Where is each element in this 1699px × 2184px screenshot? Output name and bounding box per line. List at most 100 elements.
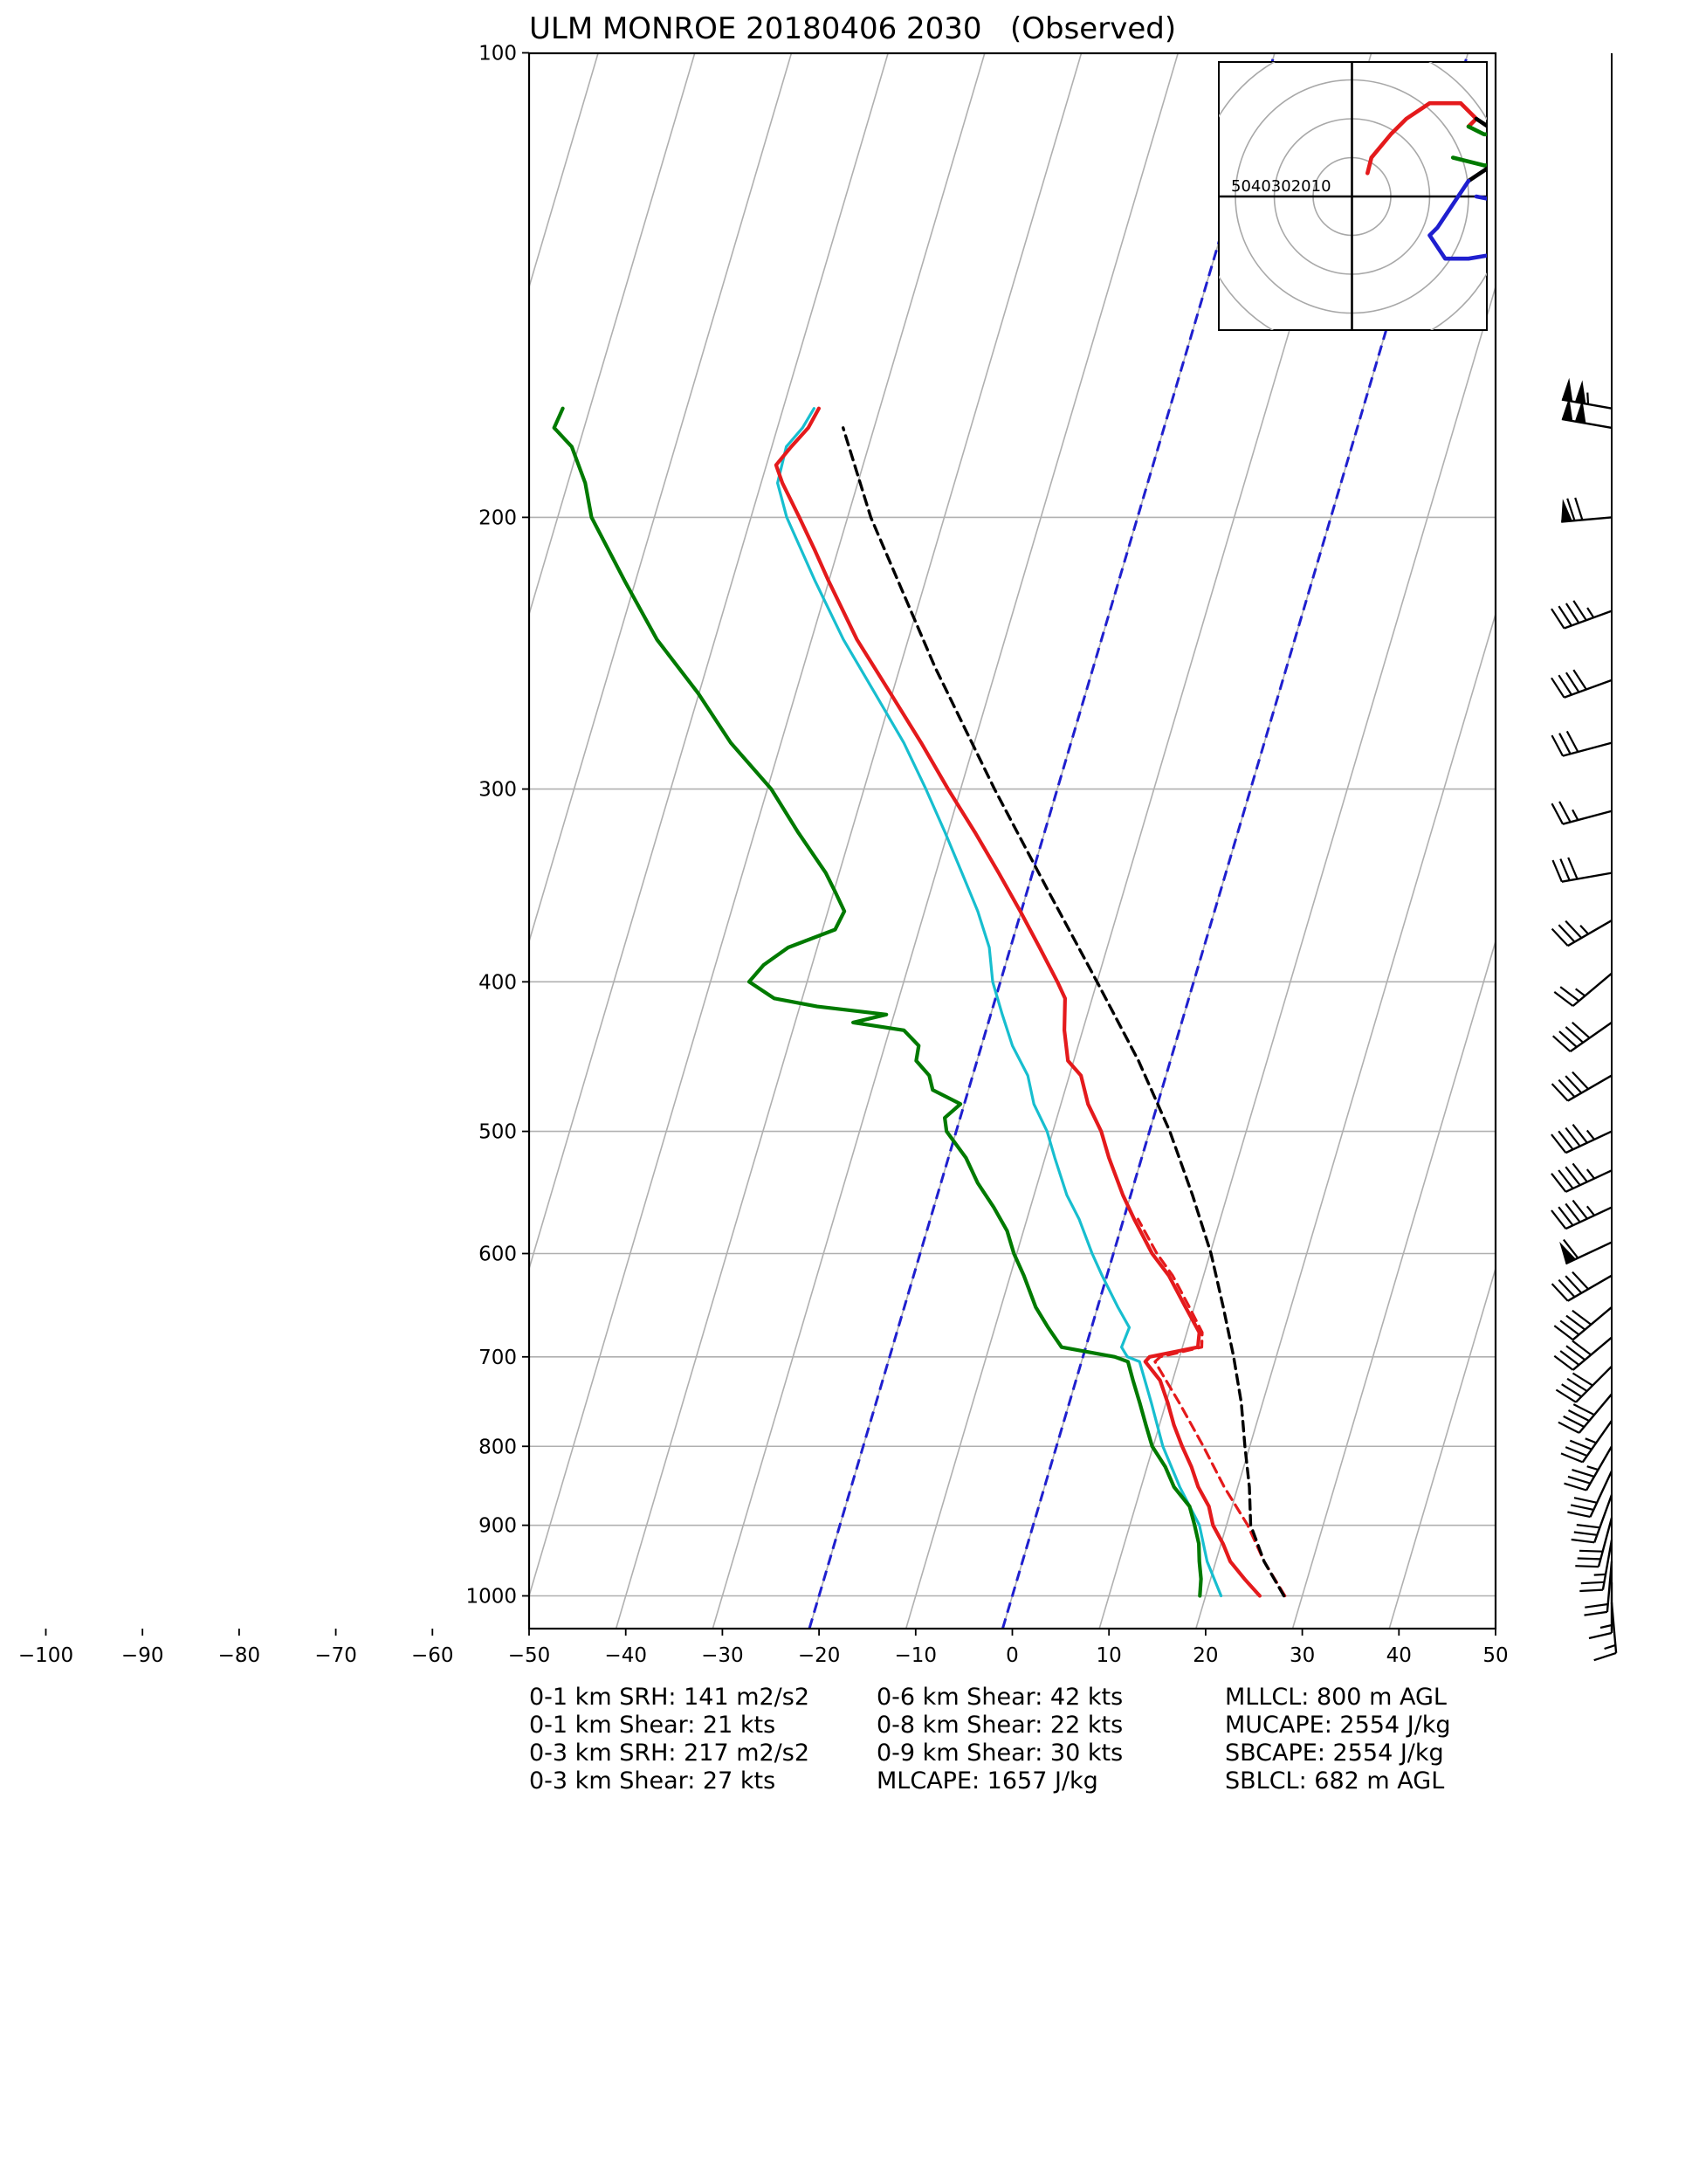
wind-barb [1567,1471,1613,1519]
wind-barb [1564,1445,1613,1492]
isotherm-line [1388,1265,1496,1629]
stat-sbcape: SBCAPE: 2554 J/kg [1225,1740,1444,1767]
wind-barb [1553,1336,1613,1371]
x-tick-label: −20 [798,1644,841,1667]
x-tick-label: 30 [1290,1644,1315,1667]
wind-barb [1551,1124,1613,1154]
stat-shear-0-6km: 0-6 km Shear: 42 kts [877,1684,1124,1711]
wind-barb [1551,1271,1613,1302]
hodograph-trace [1427,178,1487,261]
x-tick-label: −40 [604,1644,647,1667]
wind-barb [1575,1517,1613,1568]
wind-barb [1551,669,1613,699]
wind-barb [1551,1162,1613,1193]
isotherm-line [1195,611,1496,1629]
stat-mllcl: MLLCL: 800 m AGL [1225,1684,1447,1711]
isotherm-line [36,53,501,1629]
isotherm-line [529,53,793,944]
y-tick-label: 800 [478,1436,517,1458]
wind-barb [1553,1306,1613,1341]
stat-srh-0-1km: 0-1 km SRH: 141 m2/s2 [529,1684,810,1711]
y-tick-label: 100 [478,43,517,65]
wind-barb [1551,801,1613,825]
wind-barb [1571,1494,1613,1544]
y-tick-label: 600 [478,1243,517,1265]
wind-barb [1551,1199,1613,1230]
x-tick-label: 0 [1006,1644,1019,1667]
x-tick-label: −50 [508,1644,551,1667]
wind-barb [1551,1071,1613,1102]
hodograph-content [1219,62,1487,330]
profile-series [552,406,1287,1598]
wind-barb [1559,1238,1613,1265]
isotherm-line [0,53,405,1629]
virtual-temperature-line [1136,1217,1287,1598]
x-tick-label: −60 [411,1644,454,1667]
y-tick-label: 900 [478,1515,517,1538]
highlighted-isotherm [808,53,1276,1629]
x-tick-label: 20 [1193,1644,1218,1667]
x-tick-label: 40 [1386,1644,1412,1667]
wind-barb [1579,1540,1613,1593]
wind-barb [1551,600,1613,630]
wind-barb [1560,1420,1613,1464]
y-tick-label: 400 [478,971,517,994]
stats-col-1: 0-1 km SRH: 141 m2/s2 0-1 km Shear: 21 k… [529,1684,809,1795]
x-tick-label: −10 [895,1644,938,1667]
wind-barb [1561,377,1613,410]
y-tick-label: 300 [478,779,517,802]
stat-shear-0-8km: 0-8 km Shear: 22 kts [877,1712,1124,1739]
x-tick-label: −90 [121,1644,164,1667]
dewpoint-line [552,406,1203,1598]
isotherm-line [529,53,986,1599]
isotherm-line [529,53,889,1271]
y-tick-label: 500 [478,1121,517,1144]
x-tick-label: 50 [1482,1644,1508,1667]
stats-col-2: 0-6 km Shear: 42 kts 0-8 km Shear: 22 kt… [877,1684,1123,1795]
wind-barb [1555,1365,1613,1403]
stat-mucape: MUCAPE: 2554 J/kg [1225,1712,1451,1739]
isotherm-line [1291,939,1496,1629]
hodograph-ring-labels: 5040302010 [1231,177,1331,196]
isotherm-line [0,53,211,1629]
stat-shear-0-3km: 0-3 km Shear: 27 kts [529,1767,776,1795]
y-tick-label: 200 [478,506,517,529]
chart-title: ULM MONROE 20180406 2030 (Observed) [529,11,1176,46]
hodograph-trace [1365,100,1479,176]
isotherm-line [0,53,308,1629]
hodograph-inset: 5040302010 [1218,61,1488,331]
x-tick-label: −80 [218,1644,261,1667]
x-tick-label: −100 [18,1644,73,1667]
isotherm-line [529,53,696,617]
stat-shear-0-9km: 0-9 km Shear: 30 kts [877,1740,1124,1767]
wind-barb [1553,972,1613,1007]
y-tick-label: 700 [478,1347,517,1369]
stat-mlcape: MLCAPE: 1657 J/kg [877,1767,1098,1795]
stat-srh-0-3km: 0-3 km SRH: 217 m2/s2 [529,1740,810,1767]
parcel-line [842,426,1286,1598]
stats-col-3: MLLCL: 800 m AGL MUCAPE: 2554 J/kg SBCAP… [1225,1684,1451,1795]
x-tick-label: −30 [701,1644,744,1667]
wind-barb [1561,397,1613,430]
wind-barb [1551,857,1613,883]
wind-barb [1561,497,1613,523]
y-tick-label: 1000 [465,1586,517,1609]
wind-barbs [1551,53,1618,1662]
isotherm-line [615,53,1083,1629]
wind-barb [1558,1393,1613,1434]
temperature-axis: −100 −90 −80 −70 −60 −50 −40 −30 −20 −10 0 10 20 30 40… [18,1629,1509,1667]
stat-sblcl: SBLCL: 682 m AGL [1225,1767,1445,1795]
pressure-axis: 100 200 300 400 500 600 700 800 900 1000 [465,43,529,1609]
wetbulb-line [775,407,1223,1598]
wind-barb [1551,730,1613,757]
stat-shear-0-1km: 0-1 km Shear: 21 kts [529,1712,776,1739]
isotherm-line [712,53,1180,1629]
wind-barb [1584,1561,1613,1616]
wind-barb [1551,1021,1613,1053]
x-tick-label: −70 [314,1644,357,1667]
wind-barb [1551,920,1613,947]
temperature-line [774,406,1262,1598]
wind-barb [1593,1602,1618,1662]
x-tick-label: 10 [1097,1644,1122,1667]
